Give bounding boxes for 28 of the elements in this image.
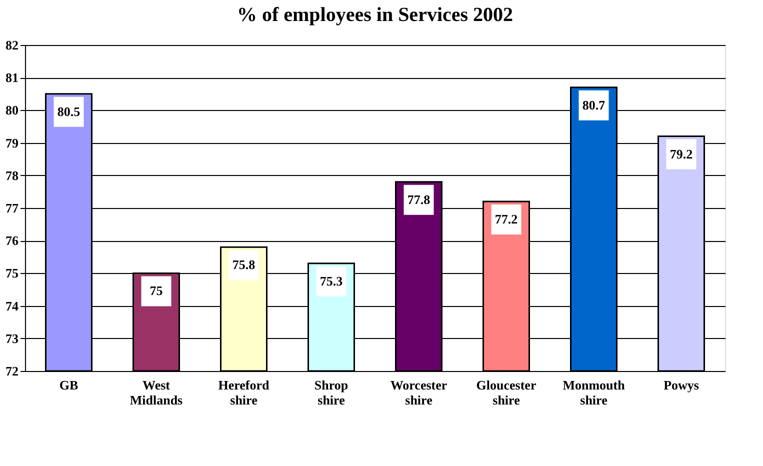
- y-tick-label: 81: [6, 70, 18, 86]
- x-tick-label: Monmouth shire: [562, 378, 626, 408]
- x-tick-label: West Midlands: [130, 378, 183, 408]
- y-tick-label: 75: [6, 266, 19, 281]
- y-tick-label: 78: [6, 168, 19, 183]
- x-tick-label: GB: [59, 378, 78, 392]
- data-label: 75.3: [320, 273, 344, 288]
- y-tick-label: 76: [6, 233, 19, 248]
- y-tick-label: 82: [6, 38, 18, 52]
- x-tick-label: Powys: [664, 378, 699, 392]
- chart-title: % of employees in Services 2002: [236, 4, 514, 26]
- data-label: 77.8: [407, 192, 431, 207]
- y-tick-label: 74: [6, 298, 19, 314]
- y-tick-label: 72: [6, 364, 18, 378]
- y-tick-label: 80: [6, 102, 18, 118]
- data-label: 79.2: [670, 146, 693, 162]
- data-label: 75.8: [232, 257, 256, 272]
- x-tick-label: Shrop shire: [314, 378, 348, 408]
- x-tick-label: Worcester shire: [390, 378, 448, 408]
- y-tick-label: 79: [6, 135, 19, 150]
- x-tick-label: Hereford shire: [218, 378, 270, 408]
- data-label: 75: [150, 283, 164, 298]
- data-label: 80.5: [57, 104, 81, 119]
- data-label: 80.7: [582, 97, 606, 112]
- y-tick-label: 73: [6, 330, 19, 346]
- data-label: 77.2: [494, 211, 518, 226]
- x-tick-label: Gloucester shire: [476, 378, 536, 408]
- y-tick-label: 77: [6, 200, 19, 216]
